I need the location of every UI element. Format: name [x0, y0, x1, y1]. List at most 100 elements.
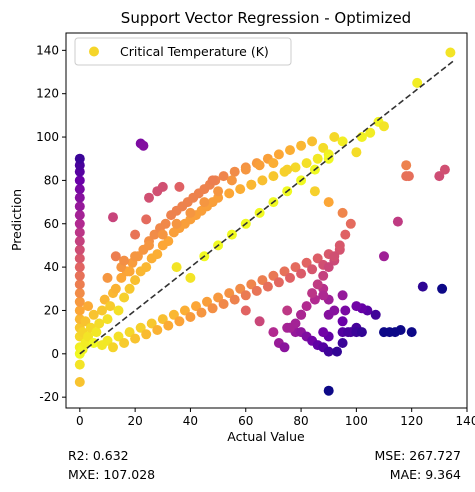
data-point: [94, 318, 105, 329]
data-point: [262, 281, 273, 292]
data-point: [282, 164, 293, 175]
x-axis: 0 20 40 60 80 100 120 140: [76, 408, 475, 428]
data-point: [254, 160, 265, 171]
data-point: [108, 342, 118, 353]
data-point: [74, 236, 85, 247]
data-point: [329, 132, 340, 142]
chart-title: Support Vector Regression - Optimized: [121, 9, 411, 27]
x-tick-label: 0: [76, 414, 84, 428]
data-point: [301, 158, 312, 169]
data-point: [246, 179, 257, 190]
data-point: [119, 338, 130, 348]
x-tick-label: 120: [400, 414, 423, 428]
data-point: [185, 312, 196, 322]
data-point: [290, 262, 301, 273]
data-point: [130, 251, 141, 262]
data-point: [296, 268, 307, 279]
data-point: [218, 299, 229, 309]
data-point: [329, 305, 340, 316]
data-point: [207, 175, 218, 186]
data-point: [392, 216, 403, 227]
data-point: [124, 266, 135, 277]
data-point: [174, 181, 185, 192]
data-point: [285, 272, 295, 283]
data-point: [74, 377, 85, 387]
y-tick-label: 120: [36, 87, 59, 101]
data-point: [417, 281, 428, 292]
data-point: [343, 327, 354, 338]
data-point: [130, 229, 141, 240]
data-point: [74, 262, 85, 273]
data-point: [406, 327, 417, 338]
data-point: [105, 301, 116, 312]
data-point: [240, 305, 251, 316]
data-point: [83, 301, 94, 312]
data-point: [171, 262, 182, 273]
data-point: [370, 309, 381, 320]
data-point: [160, 218, 171, 229]
data-point: [218, 171, 229, 182]
data-point: [290, 318, 301, 329]
data-point: [213, 186, 224, 197]
data-point: [74, 153, 85, 164]
data-point: [74, 192, 85, 203]
legend-label: Critical Temperature (K): [120, 44, 269, 59]
data-point: [434, 171, 445, 182]
data-point: [199, 197, 210, 208]
data-point: [74, 244, 85, 255]
data-point: [108, 212, 118, 223]
data-point: [351, 147, 362, 158]
y-tick-label: 100: [36, 130, 59, 144]
data-point: [401, 160, 412, 171]
y-tick-label: -20: [39, 390, 59, 404]
x-tick-label: 20: [127, 414, 142, 428]
data-point: [240, 290, 251, 301]
x-axis-label: Actual Value: [227, 429, 305, 444]
data-point: [185, 272, 196, 283]
x-tick-label: 60: [238, 414, 253, 428]
y-axis-label: Prediction: [9, 189, 24, 251]
legend-box: [74, 37, 292, 66]
data-point: [240, 164, 251, 175]
data-point: [365, 127, 376, 138]
data-point: [152, 325, 163, 335]
data-point: [323, 385, 334, 396]
data-point: [74, 227, 85, 238]
data-point: [279, 342, 290, 353]
x-tick-label: 40: [183, 414, 198, 428]
data-point: [196, 307, 207, 318]
data-point: [207, 303, 218, 314]
data-point: [235, 283, 246, 294]
data-point: [144, 240, 154, 251]
data-point: [437, 283, 448, 294]
data-point: [351, 301, 362, 312]
identity-reference-line: [79, 60, 454, 355]
data-point: [141, 214, 152, 225]
data-point: [268, 171, 279, 182]
data-point: [337, 316, 348, 327]
data-point: [345, 218, 356, 229]
data-point: [268, 327, 279, 338]
data-point: [157, 181, 168, 192]
data-point: [340, 305, 351, 316]
data-point: [301, 301, 312, 312]
metric-mxe: MXE: 107.028: [68, 467, 156, 482]
data-point: [174, 316, 185, 327]
data-point: [110, 251, 121, 262]
data-point: [323, 346, 334, 357]
data-point: [229, 294, 240, 305]
data-point: [251, 285, 262, 296]
data-point: [273, 277, 284, 288]
data-point: [296, 309, 307, 320]
x-tick-label: 100: [345, 414, 368, 428]
data-point: [337, 338, 348, 348]
data-point: [379, 251, 389, 262]
data-point: [379, 121, 389, 132]
data-point: [163, 320, 174, 331]
data-point: [439, 164, 450, 175]
data-point: [74, 359, 85, 370]
data-point: [74, 175, 85, 186]
data-point: [146, 318, 157, 329]
data-point: [334, 240, 345, 251]
